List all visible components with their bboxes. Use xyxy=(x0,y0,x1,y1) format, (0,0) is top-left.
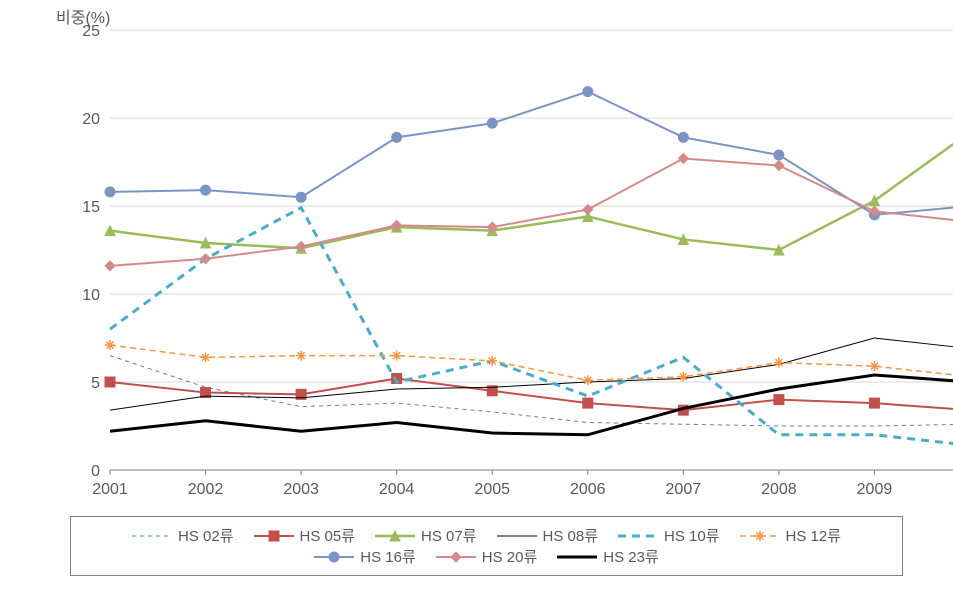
legend-item: HS 16류 xyxy=(314,546,416,567)
legend-item: HS 23류 xyxy=(557,546,659,567)
svg-text:2006: 2006 xyxy=(570,481,606,498)
legend-item: HS 02류 xyxy=(132,525,234,546)
series-HS 07류 xyxy=(105,127,953,255)
series-HS 05류 xyxy=(105,373,953,415)
legend-item: HS 12류 xyxy=(740,525,842,546)
svg-text:2004: 2004 xyxy=(379,481,415,498)
series-HS 10류 xyxy=(110,208,953,446)
svg-text:2001: 2001 xyxy=(92,481,128,498)
legend-label: HS 16류 xyxy=(360,546,416,567)
svg-text:2003: 2003 xyxy=(283,481,319,498)
svg-text:5: 5 xyxy=(91,375,100,392)
svg-text:15: 15 xyxy=(82,199,100,216)
svg-text:0: 0 xyxy=(91,463,100,480)
svg-text:2008: 2008 xyxy=(761,481,797,498)
legend-item: HS 05류 xyxy=(254,525,356,546)
legend-item: HS 10류 xyxy=(618,525,720,546)
legend-label: HS 10류 xyxy=(664,525,720,546)
legend-item: HS 07류 xyxy=(375,525,477,546)
svg-text:2009: 2009 xyxy=(857,481,893,498)
legend-label: HS 05류 xyxy=(300,525,356,546)
svg-text:20: 20 xyxy=(82,111,100,128)
chart-legend: HS 02류 HS 05류 HS 07류 HS 08류 HS 10류 HS 12류 HS 1… xyxy=(70,516,903,576)
series-HS 16류 xyxy=(105,87,953,220)
series-HS 12류 xyxy=(105,340,953,385)
legend-item: HS 08류 xyxy=(497,525,599,546)
legend-label: HS 20류 xyxy=(482,546,538,567)
y-axis-label: 비중(%) xyxy=(56,4,110,28)
series-HS 23류 xyxy=(110,375,953,435)
legend-label: HS 08류 xyxy=(543,525,599,546)
legend-label: HS 12류 xyxy=(786,525,842,546)
svg-text:10: 10 xyxy=(82,287,100,304)
series-HS 20류 xyxy=(105,153,953,270)
series-HS 02류 xyxy=(110,356,953,426)
line-chart: 비중(%) 0510152025200120022003200420052006… xyxy=(0,0,953,611)
legend-item: HS 20류 xyxy=(436,546,538,567)
svg-text:2002: 2002 xyxy=(188,481,224,498)
legend-label: HS 07류 xyxy=(421,525,477,546)
svg-text:2007: 2007 xyxy=(666,481,702,498)
chart-plot: 0510152025200120022003200420052006200720… xyxy=(40,10,953,510)
legend-label: HS 23류 xyxy=(603,546,659,567)
svg-text:2005: 2005 xyxy=(474,481,510,498)
legend-label: HS 02류 xyxy=(178,525,234,546)
